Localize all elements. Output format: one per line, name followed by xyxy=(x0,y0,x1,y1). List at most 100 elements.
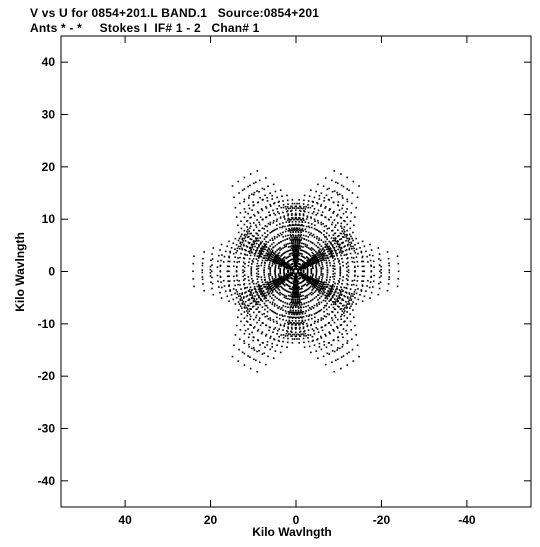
uv-point xyxy=(261,331,264,333)
uv-point xyxy=(261,209,264,212)
uv-point xyxy=(360,251,363,254)
uv-point xyxy=(242,243,245,246)
uv-point xyxy=(279,291,281,294)
uv-point xyxy=(346,200,349,203)
uv-point xyxy=(244,278,246,280)
uv-point xyxy=(336,252,338,255)
uv-point xyxy=(267,290,269,292)
uv-point xyxy=(337,283,339,285)
y-tick-label: 20 xyxy=(42,160,56,174)
uv-point xyxy=(258,295,260,297)
uv-point xyxy=(260,276,263,278)
uv-point xyxy=(256,321,258,324)
uv-point xyxy=(343,308,345,310)
uv-point xyxy=(295,310,297,312)
uv-point xyxy=(292,248,294,251)
uv-point xyxy=(373,274,375,277)
uv-point xyxy=(299,242,301,244)
uv-point xyxy=(317,294,319,296)
uv-point xyxy=(282,287,284,290)
uv-point xyxy=(292,270,295,272)
uv-point xyxy=(220,297,223,299)
uv-point xyxy=(306,296,308,299)
uv-point xyxy=(316,281,318,284)
uv-point xyxy=(293,240,295,243)
uv-point xyxy=(269,261,271,264)
uv-point xyxy=(331,291,333,293)
uv-point xyxy=(348,237,350,240)
uv-point xyxy=(277,307,279,309)
uv-point xyxy=(328,341,330,344)
uv-point xyxy=(334,316,337,319)
uv-point xyxy=(356,260,359,263)
uv-point xyxy=(318,243,321,246)
uv-point xyxy=(345,287,347,289)
uv-point xyxy=(253,325,256,328)
uv-point xyxy=(367,261,369,263)
uv-point xyxy=(358,185,360,187)
uv-point xyxy=(335,245,338,248)
uv-point xyxy=(336,300,339,302)
uv-point xyxy=(287,246,290,248)
uv-point xyxy=(271,237,274,240)
uv-point xyxy=(240,243,243,246)
uv-point xyxy=(330,288,333,291)
uv-point xyxy=(269,250,271,252)
uv-point xyxy=(300,231,302,233)
uv-point xyxy=(337,339,340,342)
uv-point xyxy=(261,292,264,295)
uv-point xyxy=(305,301,308,304)
uv-point xyxy=(336,242,338,245)
uv-point xyxy=(314,281,317,283)
uv-point xyxy=(278,274,280,277)
uv-point xyxy=(274,266,277,268)
uv-point xyxy=(251,306,254,308)
uv-point xyxy=(221,286,223,289)
uv-point xyxy=(255,224,257,226)
uv-point xyxy=(343,310,346,312)
uv-point xyxy=(266,249,268,251)
uv-point xyxy=(306,256,308,258)
uv-point xyxy=(254,295,256,297)
uv-point xyxy=(298,199,300,201)
uv-point xyxy=(266,285,268,288)
uv-point xyxy=(334,237,337,240)
uv-point xyxy=(274,303,276,305)
uv-point xyxy=(268,211,270,213)
uv-point xyxy=(284,256,286,258)
uv-point xyxy=(322,293,324,296)
uv-point xyxy=(193,285,195,288)
uv-point xyxy=(326,274,329,276)
uv-point xyxy=(307,334,309,336)
uv-point xyxy=(295,331,297,334)
uv-point xyxy=(323,259,326,262)
uv-point xyxy=(316,212,319,215)
uv-point xyxy=(330,252,333,254)
uv-point xyxy=(247,228,249,231)
uv-point xyxy=(342,299,345,301)
uv-point xyxy=(307,211,310,214)
uv-point xyxy=(320,221,322,224)
uv-point xyxy=(250,302,253,304)
uv-point xyxy=(343,254,346,256)
uv-point xyxy=(287,269,289,271)
uv-point xyxy=(340,291,342,293)
uv-point xyxy=(258,296,260,299)
uv-point xyxy=(193,255,195,257)
uv-point xyxy=(302,333,304,335)
uv-point xyxy=(192,270,194,273)
uv-point xyxy=(285,250,288,253)
uv-point xyxy=(322,258,325,261)
uv-point xyxy=(299,239,301,242)
uv-point xyxy=(339,277,341,280)
uv-point xyxy=(293,275,295,278)
uv-point xyxy=(368,286,371,289)
uv-point xyxy=(323,340,325,343)
uv-point xyxy=(286,346,288,348)
uv-point xyxy=(259,344,261,346)
uv-point xyxy=(348,248,351,251)
uv-point xyxy=(359,247,361,249)
uv-point xyxy=(346,266,348,269)
uv-point xyxy=(296,227,299,229)
uv-point xyxy=(292,293,294,296)
